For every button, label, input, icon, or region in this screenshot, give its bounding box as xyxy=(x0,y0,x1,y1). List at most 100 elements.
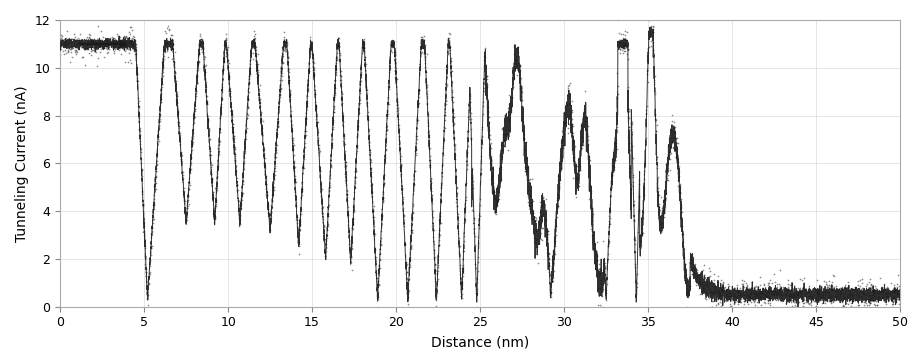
Point xyxy=(304,41,318,47)
Point xyxy=(471,234,485,240)
Point xyxy=(690,280,705,286)
Point xyxy=(105,36,120,41)
Point xyxy=(106,50,121,56)
Point xyxy=(536,203,551,209)
Point xyxy=(799,290,814,296)
Point xyxy=(448,141,462,147)
Point xyxy=(797,300,811,306)
Point xyxy=(458,206,473,212)
Point xyxy=(819,284,833,290)
Point xyxy=(312,152,327,158)
Point xyxy=(763,300,778,306)
Point xyxy=(875,288,890,294)
Point xyxy=(372,257,387,263)
Point xyxy=(322,182,337,188)
Point xyxy=(729,287,744,293)
Point xyxy=(198,54,212,60)
Point xyxy=(402,264,416,270)
Point xyxy=(179,214,194,220)
Point xyxy=(64,36,78,42)
Point xyxy=(328,92,342,98)
Point xyxy=(866,291,881,297)
Point xyxy=(735,304,749,310)
Point xyxy=(405,214,420,220)
Point xyxy=(85,44,100,50)
Point xyxy=(871,297,886,303)
Point xyxy=(816,289,831,295)
Point xyxy=(751,292,766,298)
Point xyxy=(304,44,318,50)
Point xyxy=(709,289,724,295)
Point xyxy=(445,79,460,85)
Point xyxy=(681,291,696,297)
Point xyxy=(640,68,654,74)
Point xyxy=(426,241,441,246)
Point xyxy=(447,134,462,139)
Point xyxy=(84,44,99,50)
Point xyxy=(849,288,864,294)
Point xyxy=(780,292,795,298)
Point xyxy=(100,44,114,50)
Point xyxy=(720,292,735,297)
Point xyxy=(689,267,704,273)
Point xyxy=(648,73,663,79)
Point xyxy=(178,208,193,214)
Point xyxy=(866,290,881,296)
Point xyxy=(761,295,776,301)
Point xyxy=(497,142,511,148)
Point xyxy=(379,127,394,133)
Point xyxy=(146,217,161,222)
Point xyxy=(778,300,793,306)
Point xyxy=(258,181,273,187)
Point xyxy=(667,130,682,136)
Point xyxy=(647,81,662,87)
Point xyxy=(170,89,185,95)
Point xyxy=(318,249,332,255)
Point xyxy=(872,288,887,294)
Point xyxy=(679,285,694,290)
Point xyxy=(197,54,211,59)
Point xyxy=(760,294,774,300)
Point xyxy=(718,294,733,300)
Point xyxy=(738,292,753,298)
Point xyxy=(539,217,554,223)
Point xyxy=(101,39,115,45)
Point xyxy=(835,296,850,302)
Point xyxy=(474,134,489,140)
Point xyxy=(55,39,70,45)
Point xyxy=(837,285,852,291)
Point xyxy=(288,178,303,184)
Point xyxy=(118,33,133,39)
Point xyxy=(485,167,500,173)
Point xyxy=(601,243,616,249)
Point xyxy=(721,293,736,298)
Point xyxy=(339,159,354,165)
Point xyxy=(273,86,288,91)
Point xyxy=(313,168,328,174)
Point xyxy=(596,270,611,276)
Point xyxy=(653,222,668,228)
Point xyxy=(474,142,489,147)
Point xyxy=(599,281,614,287)
Point xyxy=(198,69,212,75)
Point xyxy=(797,290,811,296)
Point xyxy=(531,240,545,246)
Point xyxy=(60,47,75,53)
Point xyxy=(382,84,397,90)
Point xyxy=(481,123,496,128)
Point xyxy=(157,41,172,47)
Point xyxy=(368,268,383,273)
Point xyxy=(727,299,742,305)
Point xyxy=(247,35,262,40)
Point xyxy=(517,146,532,152)
Point xyxy=(511,50,526,55)
Point xyxy=(417,54,432,60)
Point xyxy=(408,148,423,154)
Point xyxy=(865,297,880,303)
Point xyxy=(260,210,275,216)
Point xyxy=(96,34,111,40)
Point xyxy=(216,57,231,63)
Point xyxy=(250,51,265,57)
Point xyxy=(690,274,705,280)
Point xyxy=(690,282,705,288)
